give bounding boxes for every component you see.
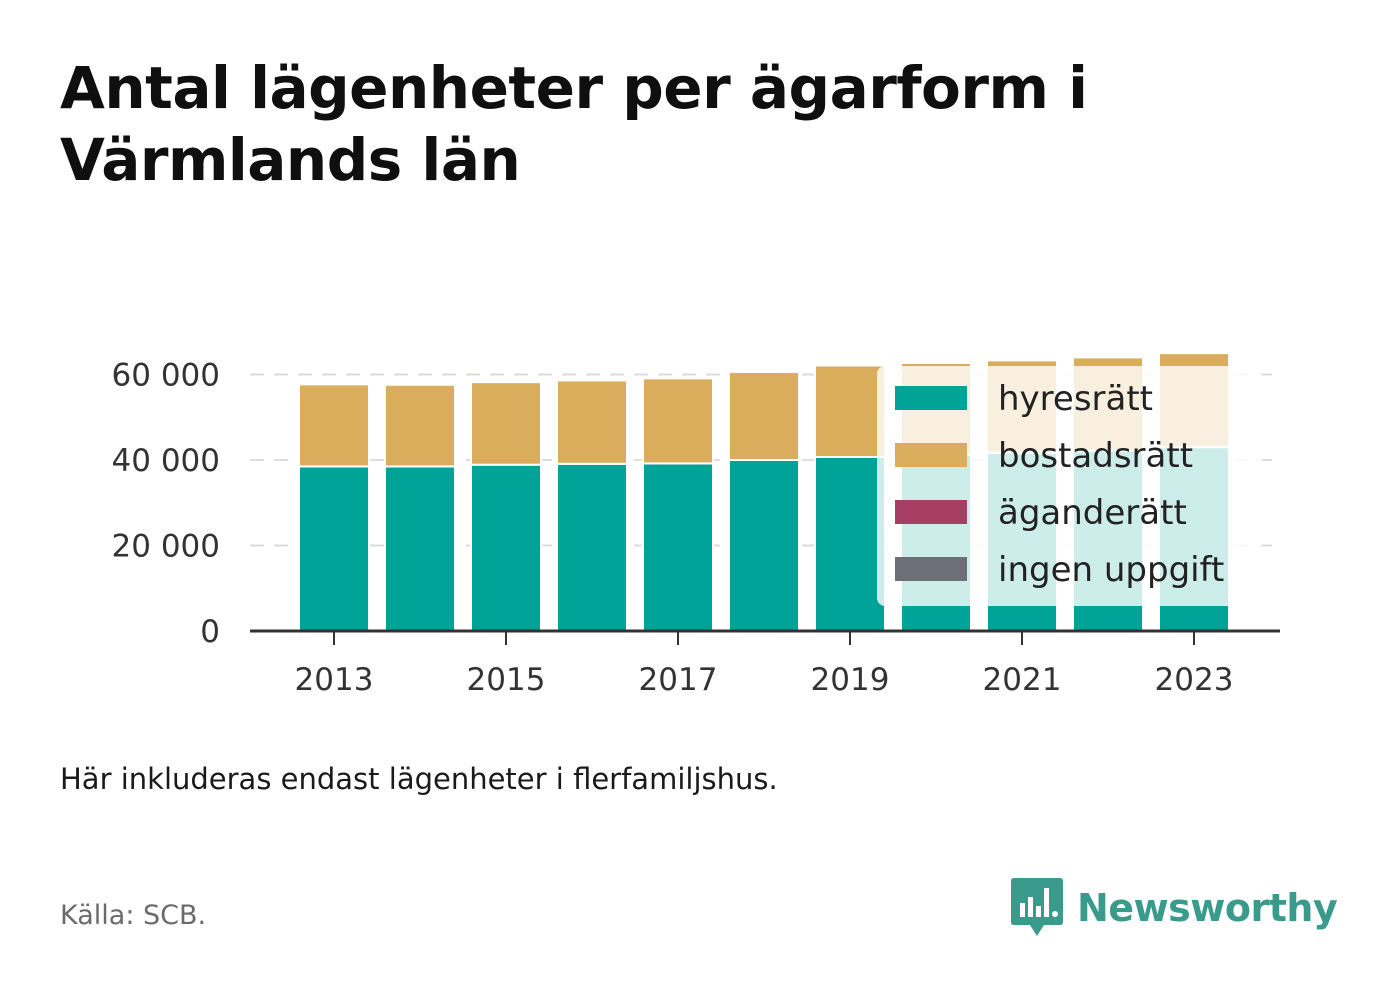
y-tick-label: 60 000 <box>112 358 220 394</box>
legend-swatch-hyresratt <box>895 386 967 410</box>
bar-hyresratt <box>814 456 886 632</box>
y-tick-label: 40 000 <box>112 443 220 479</box>
legend-label: ingen uppgift <box>998 550 1224 590</box>
x-tick-label: 2019 <box>811 662 890 698</box>
x-tick-label: 2017 <box>639 662 718 698</box>
legend-swatch-aganderatt <box>895 500 967 524</box>
bar-hyresratt <box>470 463 542 633</box>
bar-hyresratt <box>384 465 456 632</box>
brand-name: Newsworthy <box>1077 886 1338 930</box>
bar-bostadsratt <box>556 379 628 465</box>
legend-swatch-ingen_uppgift <box>895 557 967 581</box>
y-tick-label: 0 <box>200 614 220 650</box>
bar-bostadsratt <box>814 364 886 459</box>
legend-label: äganderätt <box>998 493 1187 533</box>
bar-hyresratt <box>728 459 800 632</box>
source-note: Källa: SCB. <box>60 900 207 931</box>
chart-note: Här inkluderas endast lägenheter i flerf… <box>60 762 778 796</box>
x-tick-label: 2023 <box>1155 662 1234 698</box>
bar-hyresratt <box>642 462 714 633</box>
newsworthy-logo[interactable]: Newsworthy <box>1011 878 1338 938</box>
bar-hyresratt <box>298 465 370 632</box>
y-tick-label: 20 000 <box>112 529 220 565</box>
chart-title: Antal lägenheter per ägarform i Värmland… <box>60 54 1088 194</box>
x-tick-label: 2015 <box>467 662 546 698</box>
x-tick-label: 2021 <box>983 662 1062 698</box>
bar-bostadsratt <box>642 377 714 465</box>
bar-hyresratt <box>556 462 628 632</box>
x-tick-label: 2013 <box>295 662 374 698</box>
bar-bostadsratt <box>728 370 800 461</box>
bar-bostadsratt <box>384 383 456 468</box>
legend: hyresrätt bostadsrätt äganderätt ingen uppg… <box>877 366 1262 606</box>
legend-label: bostadsrätt <box>998 436 1193 476</box>
bar-bostadsratt <box>470 381 542 466</box>
legend-label: hyresrätt <box>998 379 1153 419</box>
bar-bostadsratt <box>298 383 370 468</box>
newsworthy-icon <box>1011 878 1063 936</box>
legend-swatch-bostadsratt <box>895 443 967 467</box>
legend-box <box>877 366 1262 606</box>
axis-layer: 0 20 000 40 000 60 000 2013 2015 2017 2019 2021 2… <box>112 358 1280 698</box>
